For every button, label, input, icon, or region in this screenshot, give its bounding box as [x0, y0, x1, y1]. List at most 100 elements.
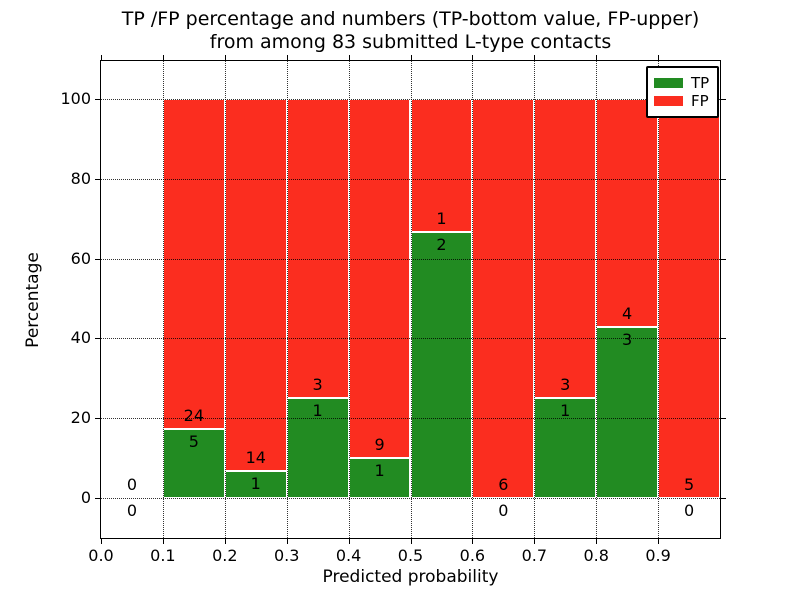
tp-legend-label: TP — [691, 74, 710, 92]
x-gridline — [534, 61, 536, 538]
fp-count-label: 24 — [183, 406, 205, 426]
tp-count-label: 0 — [498, 501, 509, 520]
x-gridline — [162, 61, 164, 538]
chart-title: TP /FP percentage and numbers (TP-bottom… — [100, 8, 721, 54]
fp-count-label: 5 — [683, 475, 695, 494]
x-tick-label: 0.9 — [645, 546, 671, 565]
fp-count-label: 6 — [498, 475, 509, 494]
y-tick-label: 20 — [70, 408, 91, 428]
y-tick-mark — [95, 178, 100, 180]
x-tick-mark — [348, 539, 350, 544]
x-tick-mark — [410, 539, 412, 544]
fp-bar — [224, 99, 287, 472]
x-tick-label: 0.0 — [88, 546, 114, 565]
y-tick-mark-right — [721, 258, 726, 260]
x-tick-mark — [472, 539, 474, 544]
tp-bar — [162, 429, 225, 498]
y-tick-label: 0 — [80, 488, 91, 507]
x-gridline — [286, 61, 288, 538]
fp-bar — [286, 99, 349, 399]
x-tick-mark-top — [162, 55, 164, 60]
fp-count-label: 3 — [312, 375, 323, 395]
y-tick-mark-right — [721, 99, 726, 100]
chart-title-line2: from among 83 submitted L-type contacts — [209, 31, 612, 53]
tp-count-label: 5 — [188, 432, 199, 452]
y-tick-mark-right — [721, 498, 726, 499]
tp-bar — [224, 471, 287, 498]
x-tick-mark — [596, 539, 598, 544]
x-tick-mark-top — [410, 55, 412, 60]
tp-count-label: 1 — [312, 401, 323, 421]
x-tick-mark — [658, 539, 660, 544]
tp-bar — [410, 231, 473, 498]
tp-bar — [596, 326, 659, 498]
x-tick-mark — [224, 539, 226, 544]
x-tick-label: 0.2 — [212, 546, 238, 565]
x-tick-label: 0.5 — [397, 546, 424, 565]
x-tick-label: 0.7 — [521, 546, 548, 565]
fp-count-label: 0 — [126, 475, 138, 494]
x-gridline — [596, 61, 598, 538]
x-tick-label: 0.1 — [150, 546, 176, 565]
y-tick-mark — [95, 418, 100, 420]
fp-count-label: 3 — [560, 375, 571, 395]
x-tick-mark-top — [596, 55, 598, 60]
tp-legend-swatch — [654, 78, 683, 88]
chart-title-line1: TP /FP percentage and numbers (TP-bottom… — [121, 8, 700, 30]
tp-count-label: 1 — [560, 401, 571, 421]
x-tick-mark-top — [286, 55, 288, 60]
x-gridline — [348, 61, 350, 538]
y-tick-mark — [95, 99, 100, 100]
tp-bar — [348, 458, 411, 498]
y-tick-mark — [95, 498, 100, 499]
y-tick-label: 80 — [70, 168, 91, 188]
fp-count-label: 14 — [245, 448, 266, 468]
x-tick-mark — [162, 539, 164, 544]
fp-bar — [534, 99, 597, 399]
x-tick-mark-top — [534, 55, 536, 60]
y-tick-label: 100 — [60, 89, 91, 108]
y-tick-mark-right — [721, 418, 726, 420]
y-tick-mark-right — [721, 178, 726, 180]
plot-area: 0 20 40 60 80 100 0.0 0.1 0.2 0.3 0.4 0.5 0.6 0.7 0.8 0… — [60, 55, 726, 565]
fp-bar — [596, 99, 659, 327]
x-tick-mark-top — [224, 55, 226, 60]
tp-count-label: 0 — [126, 501, 138, 520]
x-tick-label: 0.3 — [273, 546, 300, 565]
x-tick-label: 0.6 — [459, 546, 486, 565]
y-tick-label: 40 — [70, 328, 91, 348]
x-tick-mark-top — [472, 55, 474, 60]
legend: TP FP — [646, 66, 720, 118]
x-gridline — [472, 61, 474, 538]
tp-count-label: 2 — [436, 234, 447, 254]
fp-legend-label: FP — [691, 92, 709, 110]
x-tick-mark-top — [658, 55, 660, 60]
fp-bar — [162, 99, 225, 430]
legend-item-tp: TP — [654, 75, 709, 91]
tp-count-label: 0 — [683, 501, 695, 520]
legend-item-fp: FP — [654, 93, 709, 109]
x-gridline — [410, 61, 412, 538]
fp-count-label: 1 — [436, 208, 447, 228]
x-tick-mark — [101, 539, 102, 544]
x-gridline — [224, 61, 226, 538]
x-tick-mark — [286, 539, 288, 544]
y-axis-label: Percentage — [23, 252, 43, 348]
x-tick-mark-top — [348, 55, 350, 60]
fp-bar — [472, 99, 535, 498]
tp-bar — [534, 398, 597, 498]
fp-count-label: 9 — [374, 435, 385, 455]
fp-count-label: 4 — [622, 303, 633, 323]
fp-bar — [658, 99, 720, 498]
y-tick-label: 60 — [70, 248, 91, 268]
y-tick-mark — [95, 338, 100, 340]
tp-count-label: 1 — [374, 461, 385, 481]
tp-count-label: 1 — [250, 474, 261, 494]
x-axis-label: Predicted probability — [322, 567, 499, 587]
fp-bar — [348, 99, 411, 459]
tp-count-label: 3 — [622, 329, 633, 349]
y-tick-mark — [95, 258, 100, 260]
x-tick-mark-top — [101, 55, 102, 60]
x-tick-label: 0.8 — [583, 546, 609, 565]
